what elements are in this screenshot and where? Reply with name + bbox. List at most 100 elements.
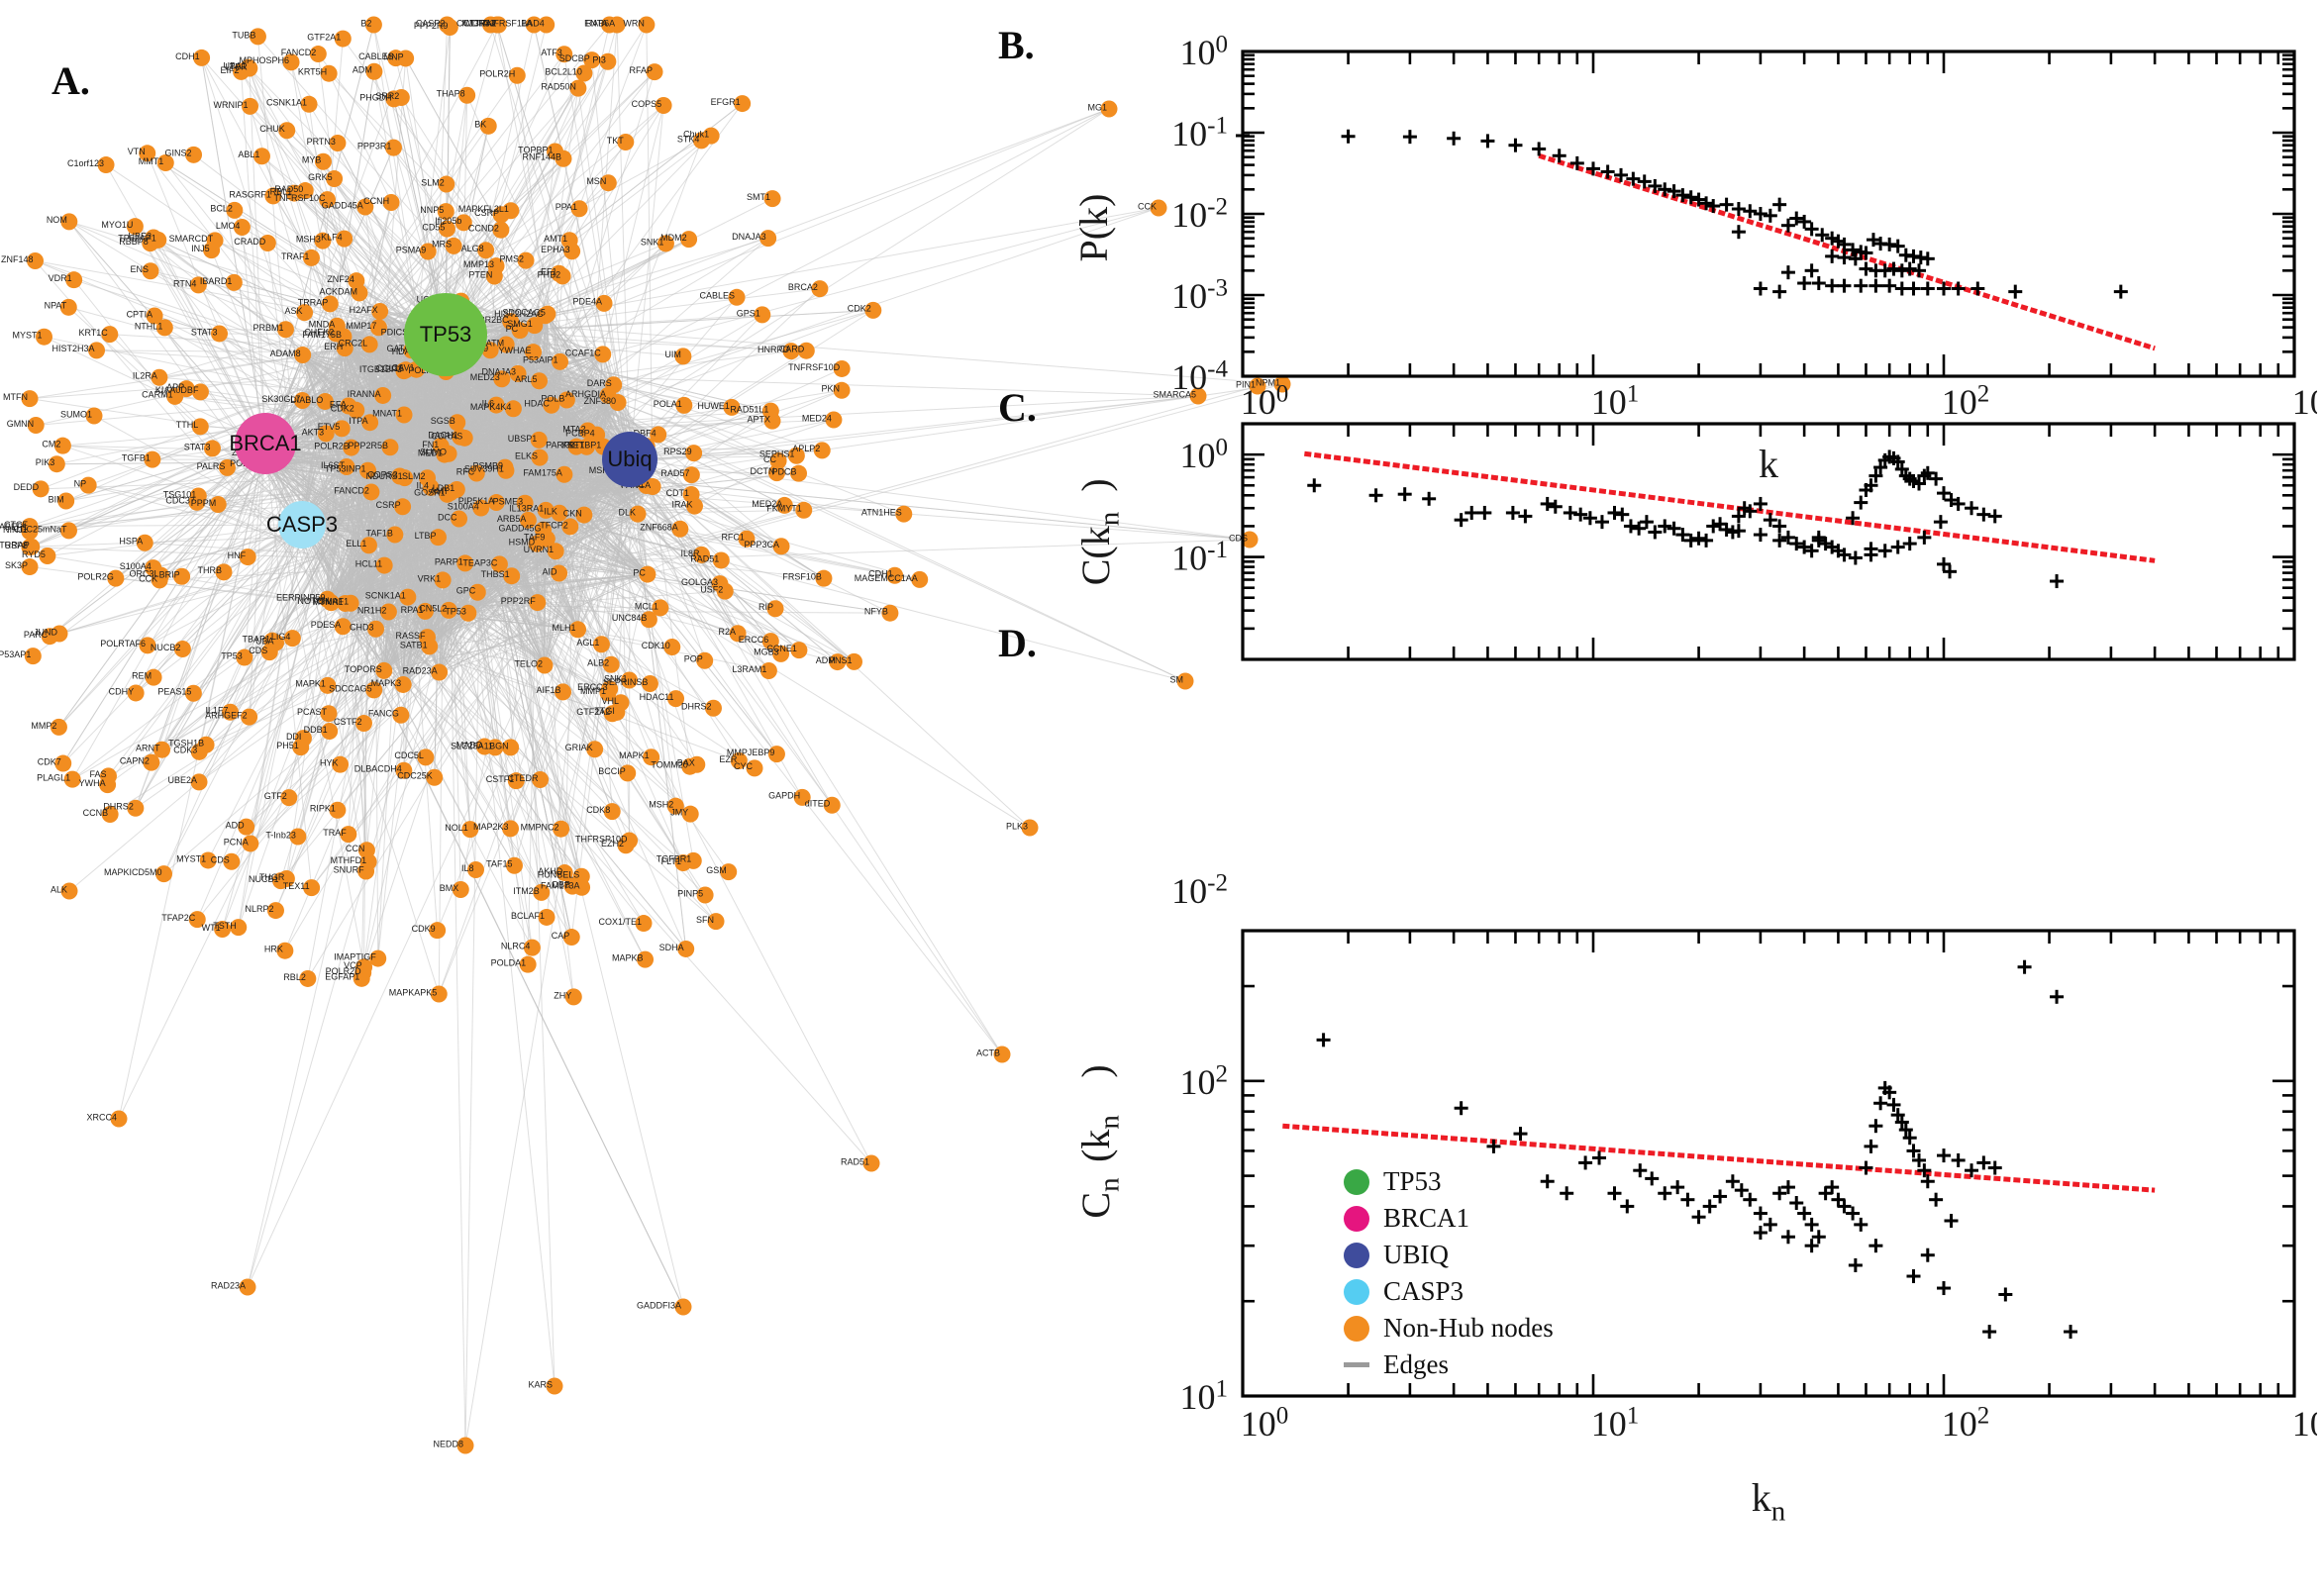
network-node[interactable] [720, 863, 738, 881]
network-node[interactable] [666, 797, 684, 815]
network-node[interactable] [790, 464, 808, 482]
network-node[interactable] [492, 221, 510, 239]
network-node[interactable] [438, 16, 455, 34]
network-node[interactable] [432, 437, 450, 454]
network-node[interactable] [145, 559, 162, 577]
network-node[interactable] [537, 501, 555, 519]
network-node[interactable] [813, 442, 831, 459]
network-node[interactable] [191, 383, 209, 401]
network-node[interactable] [320, 705, 338, 723]
network-node[interactable] [127, 799, 145, 817]
network-node[interactable] [517, 251, 535, 269]
network-node[interactable] [503, 567, 521, 585]
network-node[interactable] [385, 90, 403, 108]
network-node[interactable] [680, 231, 698, 249]
network-node[interactable] [1021, 819, 1039, 837]
network-node[interactable] [343, 439, 360, 456]
network-node[interactable] [127, 684, 145, 702]
network-node[interactable] [586, 741, 604, 758]
network-node[interactable] [555, 683, 572, 701]
network-node[interactable] [508, 66, 526, 84]
network-node[interactable] [177, 380, 195, 398]
network-node[interactable] [379, 603, 397, 621]
network-node[interactable] [682, 486, 700, 504]
network-node[interactable] [674, 853, 692, 871]
network-node[interactable] [57, 492, 75, 510]
network-node[interactable] [431, 663, 449, 681]
network-node[interactable] [199, 851, 217, 869]
network-node[interactable] [303, 879, 321, 897]
network-node[interactable] [681, 805, 699, 823]
network-node[interactable] [153, 741, 171, 758]
network-node[interactable] [761, 633, 779, 650]
network-node[interactable] [646, 63, 663, 81]
network-node[interactable] [359, 537, 377, 554]
network-node[interactable] [434, 571, 452, 589]
network-node[interactable] [394, 675, 412, 693]
network-node[interactable] [417, 748, 435, 766]
network-node[interactable] [729, 625, 747, 643]
network-node[interactable] [449, 414, 466, 432]
network-node[interactable] [547, 143, 564, 160]
network-node[interactable] [337, 594, 354, 612]
network-node[interactable] [526, 317, 544, 335]
network-node[interactable] [184, 684, 202, 702]
network-node[interactable] [252, 148, 270, 165]
network-node[interactable] [553, 820, 570, 838]
network-node[interactable] [27, 416, 45, 434]
network-node[interactable] [829, 653, 847, 671]
network-node[interactable] [397, 50, 415, 67]
network-node[interactable] [225, 273, 243, 291]
network-node[interactable] [528, 535, 546, 552]
network-node[interactable] [677, 940, 695, 957]
network-node[interactable] [675, 396, 693, 414]
network-node[interactable] [316, 392, 334, 410]
network-node[interactable] [53, 437, 71, 454]
network-node[interactable] [599, 684, 617, 702]
network-node[interactable] [426, 768, 444, 786]
network-node[interactable] [139, 145, 156, 162]
network-node[interactable] [567, 438, 585, 455]
network-node[interactable] [206, 232, 224, 249]
network-node[interactable] [197, 736, 215, 753]
network-node[interactable] [110, 1110, 128, 1128]
network-node[interactable] [685, 445, 703, 462]
network-node[interactable] [394, 498, 412, 516]
network-node[interactable] [236, 648, 253, 666]
network-node[interactable] [384, 139, 402, 156]
network-node[interactable] [704, 699, 722, 717]
network-node[interactable] [635, 915, 653, 933]
network-node[interactable] [278, 122, 296, 140]
network-node[interactable] [230, 919, 248, 937]
network-node[interactable] [21, 539, 39, 556]
network-node[interactable] [790, 642, 808, 659]
network-node[interactable] [862, 1154, 880, 1172]
network-node[interactable] [59, 298, 77, 316]
network-node[interactable] [641, 674, 658, 692]
network-node[interactable] [652, 599, 669, 617]
network-node[interactable] [50, 625, 68, 643]
network-node[interactable] [101, 805, 119, 823]
network-node[interactable] [203, 440, 221, 457]
network-node[interactable] [238, 818, 255, 836]
network-node[interactable] [655, 97, 672, 115]
network-node[interactable] [531, 372, 549, 390]
network-node[interactable] [575, 506, 593, 524]
network-node[interactable] [696, 886, 714, 904]
network-node[interactable] [24, 648, 42, 665]
network-node[interactable] [327, 325, 345, 343]
network-node[interactable] [609, 394, 627, 412]
network-node[interactable] [367, 620, 385, 638]
network-node[interactable] [667, 690, 685, 708]
network-node[interactable] [766, 600, 784, 618]
network-node[interactable] [362, 483, 380, 501]
network-node[interactable] [334, 618, 352, 636]
network-node[interactable] [215, 563, 233, 581]
network-node[interactable] [475, 738, 493, 755]
network-node[interactable] [276, 321, 294, 339]
network-node[interactable] [561, 518, 579, 536]
network-node[interactable] [612, 694, 630, 712]
network-node[interactable] [825, 411, 843, 429]
network-node[interactable] [569, 621, 587, 639]
network-node[interactable] [644, 478, 661, 496]
